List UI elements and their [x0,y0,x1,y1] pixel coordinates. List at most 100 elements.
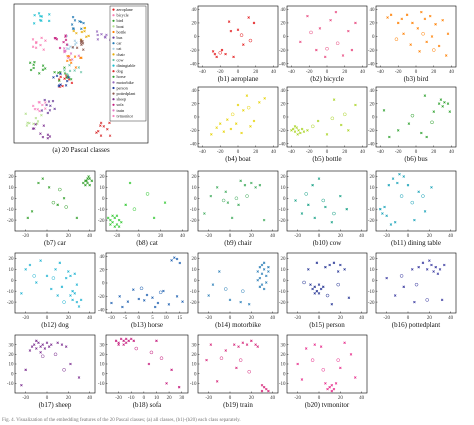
circle-point [246,105,251,110]
data-point [110,301,113,305]
panel-frame [197,86,279,148]
data-point [114,339,118,343]
circle-point [325,46,329,51]
legend-entry: bus [117,35,123,40]
data-point [307,268,310,271]
data-point [413,218,416,222]
y-tick-label: -10 [279,382,286,387]
point [67,76,70,79]
data-point [39,351,42,354]
data-point [151,296,154,299]
point [41,68,45,72]
data-point [64,345,68,348]
x-tick-label: 40 [360,150,366,155]
data-point [37,341,40,344]
data-point [128,181,132,185]
point [42,124,46,127]
y-tick-label: 0 [283,197,286,202]
data-point [26,216,30,220]
data-point [319,287,323,291]
data-point [260,384,264,387]
data-point [334,382,338,385]
data-point [32,343,36,346]
circle-point [53,352,58,357]
data-point [347,129,350,132]
circle-point [62,368,66,372]
data-point [58,261,62,265]
data-point [385,214,388,217]
y-tick-label: 0 [194,372,197,377]
data-point [117,218,121,222]
data-point [313,216,316,220]
data-point [84,183,87,187]
data-point [178,261,182,265]
x-tick-label: 10 [154,396,160,401]
data-point [441,18,444,22]
data-point [215,55,218,59]
data-point [120,221,123,224]
point [75,31,78,35]
data-point [240,131,243,135]
data-point [430,35,434,38]
point [73,69,76,72]
legend-marker [112,64,115,67]
data-point [245,343,249,346]
legend-marker [112,36,115,39]
data-point [413,300,416,304]
data-point [260,263,264,267]
point [71,15,75,19]
data-point [177,385,181,389]
legend-marker [112,92,115,95]
legend-marker [112,75,115,78]
y-tick-label: 20 [281,257,287,262]
x-tick-label: 40 [87,234,93,239]
data-point [224,52,227,56]
point [53,107,56,111]
point [79,70,83,74]
data-point [315,289,319,293]
data-point [313,285,316,289]
data-point [242,43,245,46]
panel-b4: -40 -20 0 20 40 -40 -20 0 20 40 (b4) boat [190,86,279,163]
data-point [45,274,49,278]
y-tick-label: 20 [100,175,106,180]
point [64,35,67,38]
point [71,58,74,61]
data-point [111,221,114,224]
circle-point [394,37,399,41]
legend-entry: aeroplane [117,7,133,12]
panel-caption: (b10) cow [313,239,343,247]
y-tick-label: -20 [98,295,105,300]
point [66,59,69,63]
panel-frame [197,170,279,232]
point [103,35,107,39]
panel-caption: (b15) person [309,321,345,329]
point [69,61,73,64]
data-point [354,21,357,25]
point [28,121,31,125]
point [42,48,45,51]
data-point [73,292,76,295]
data-point [339,263,342,267]
panel-caption: (b2) bicycle [310,75,344,83]
x-tick-label: -40 [288,150,295,155]
legend-entry: chair [117,52,126,57]
data-point [389,13,393,17]
y-tick-label: -10 [98,382,105,387]
data-point [402,285,405,289]
point [32,66,35,70]
x-tick-label: 0 [229,234,232,239]
point [95,30,99,33]
y-tick-label: -20 [190,219,197,224]
point [43,98,46,102]
point [44,101,47,104]
x-tick-label: 0 [318,234,321,239]
legend-marker [112,30,115,34]
point [29,68,33,72]
data-point [405,13,409,17]
point [32,122,35,126]
data-point [227,20,231,23]
panel-caption: (b13) horse [131,321,163,329]
data-point [143,299,146,302]
